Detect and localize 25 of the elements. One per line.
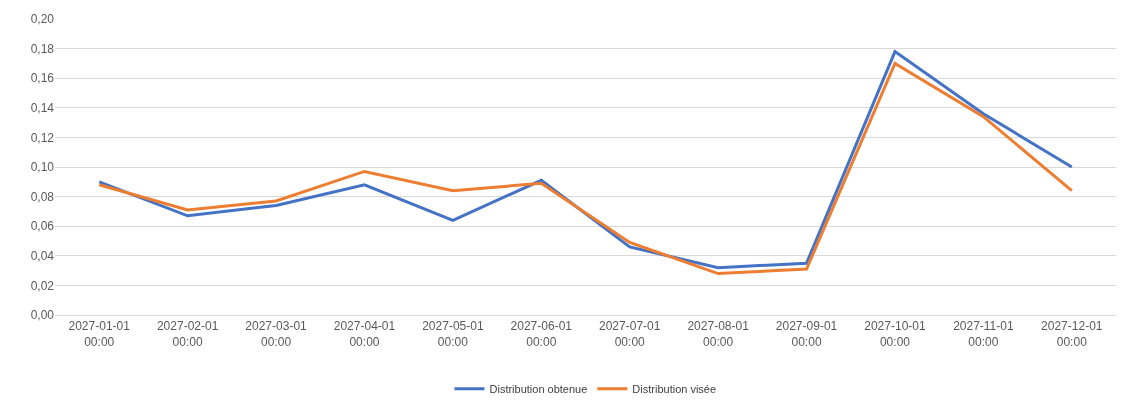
- y-tick-label: 0,08: [30, 189, 55, 204]
- x-tick-label: 2027-09-01 00:00: [775, 319, 838, 349]
- x-tick-label: 2027-07-01 00:00: [599, 319, 661, 349]
- y-tick-label: 0,02: [30, 278, 55, 293]
- y-tick-label: 0,04: [30, 249, 55, 263]
- y-tick-label: 0,10: [30, 160, 55, 175]
- y-tick-label: 0,00: [30, 308, 55, 323]
- x-tick-label: 2027-03-01 00:00: [245, 319, 308, 349]
- y-tick-label: 0,06: [30, 219, 55, 234]
- legend-label: Distribution obtenue: [489, 382, 588, 395]
- y-tick-label: 0,16: [30, 71, 55, 86]
- x-tick-label: 2027-11-01 00:00: [953, 319, 1014, 349]
- x-tick-label: 2027-06-01 00:00: [510, 319, 573, 349]
- x-tick-label: 2027-02-01 00:00: [156, 319, 219, 349]
- y-tick-label: 0,14: [30, 101, 55, 115]
- x-tick-label: 2027-10-01 00:00: [864, 319, 926, 349]
- y-tick-label: 0,18: [30, 41, 55, 56]
- x-tick-label: 2027-01-01 00:00: [68, 319, 131, 349]
- legend-label: Distribution visée: [632, 382, 717, 395]
- y-tick-label: 0,12: [30, 130, 55, 145]
- x-tick-label: 2027-08-01 00:00: [687, 319, 750, 349]
- x-tick-label: 2027-04-01 00:00: [333, 319, 396, 349]
- x-tick-label: 2027-12-01 00:00: [1041, 319, 1103, 349]
- x-tick-label: 2027-05-01 00:00: [422, 319, 484, 349]
- y-tick-label: 0,20: [30, 12, 55, 27]
